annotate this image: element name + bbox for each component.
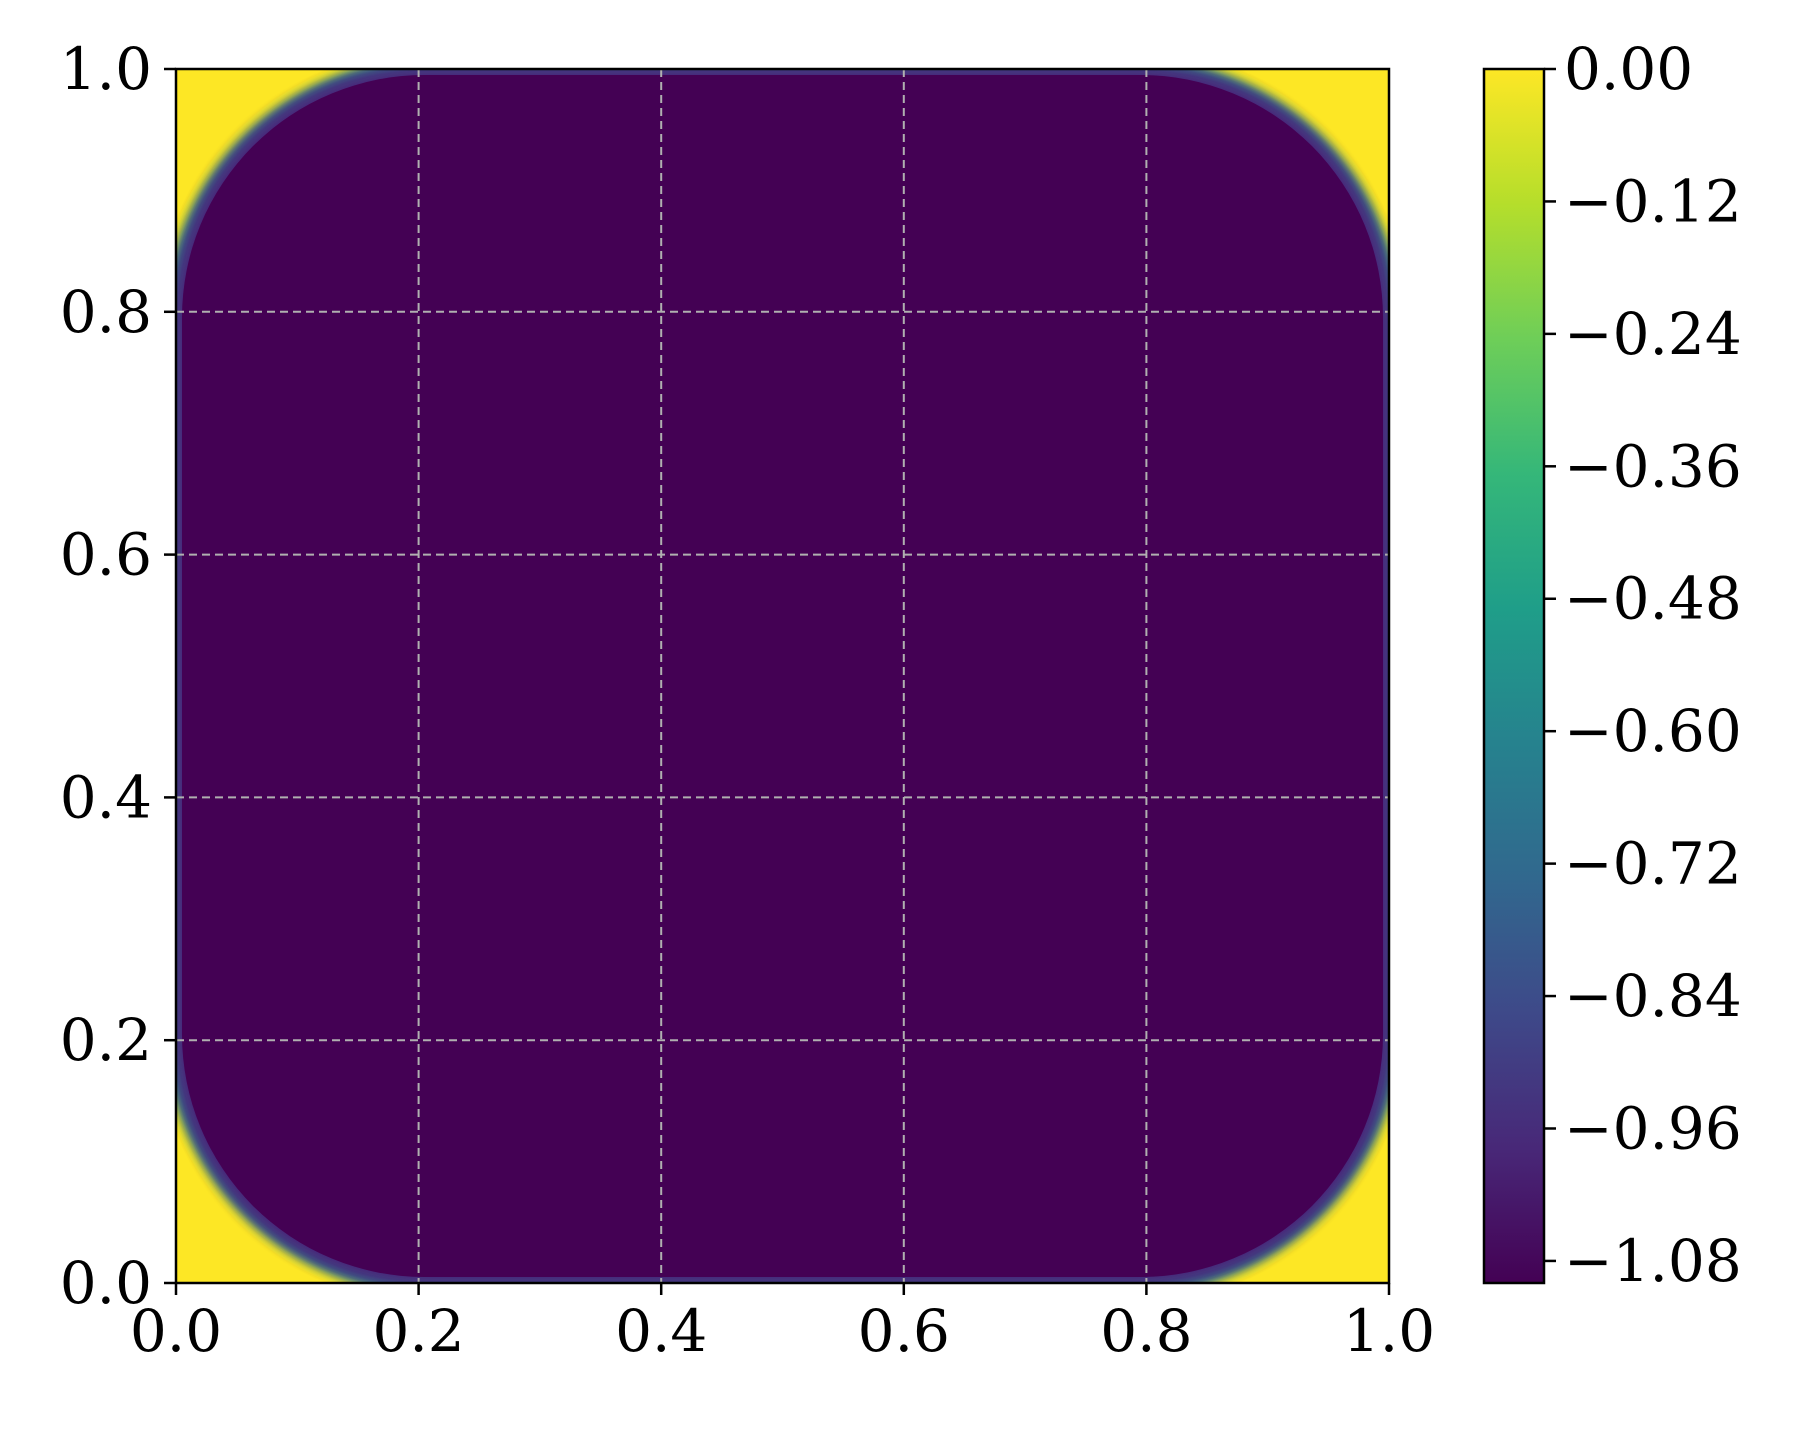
colorbar-border (1482, 67, 1546, 1285)
colorbar-tick-label: −0.24 (1564, 300, 1742, 368)
colorbar-tick-label: −0.72 (1564, 830, 1742, 898)
colorbar: 0.00 −0.12 −0.24 −0.36 −0.48 −0.60 −0.72 −0.84 −… (1482, 35, 1742, 1295)
x-tick-label: 0.8 (1100, 1297, 1192, 1365)
colorbar-tick-label: −0.84 (1564, 962, 1742, 1030)
x-tick-label: 0.2 (372, 1297, 464, 1365)
colorbar-tick-label: −0.48 (1564, 565, 1742, 633)
x-tick-label: 0.4 (615, 1297, 707, 1365)
y-tick-label: 0.4 (60, 763, 152, 831)
y-tick-label: 0.0 (60, 1249, 152, 1317)
colorbar-gradient (1484, 69, 1544, 1283)
x-tick-label: 0.6 (858, 1297, 950, 1365)
colorbar-tick-label: −0.96 (1564, 1094, 1742, 1162)
y-axis: 0.0 0.2 0.4 0.6 0.8 1.0 (60, 35, 176, 1317)
axes-border (174, 67, 1391, 1285)
colorbar-tick-label: 0.00 (1564, 35, 1693, 103)
plot-area (176, 69, 1389, 1283)
y-tick-label: 1.0 (60, 35, 152, 103)
axes-frame (174, 67, 1391, 1285)
y-tick-label: 0.2 (60, 1006, 152, 1074)
colorbar-tick-label: −0.12 (1564, 167, 1742, 235)
x-tick-label: 1.0 (1343, 1297, 1435, 1365)
x-axis: 0.0 0.2 0.4 0.6 0.8 1.0 (130, 1283, 1435, 1365)
colorbar-tick-label: −1.08 (1564, 1227, 1742, 1295)
heatmap-level-9 (182, 75, 1383, 1277)
grid-lines (176, 69, 1389, 1283)
colorbar-tick-label: −0.36 (1564, 432, 1742, 500)
colorbar-tick-label: −0.60 (1564, 697, 1742, 765)
y-tick-label: 0.6 (60, 521, 152, 589)
x-tick-label: 0.0 (130, 1297, 222, 1365)
y-tick-label: 0.8 (60, 278, 152, 346)
